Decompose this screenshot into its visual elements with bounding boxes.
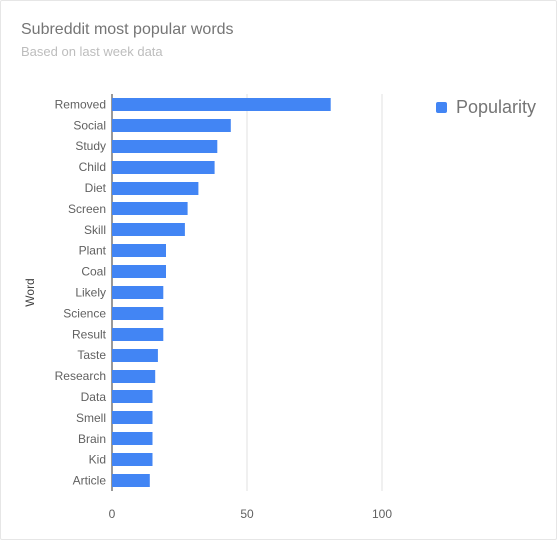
category-label-child: Child (79, 160, 106, 174)
category-label-coal: Coal (81, 265, 106, 279)
bar-skill (112, 223, 185, 236)
legend-label: Popularity (456, 97, 537, 117)
bar-data (112, 390, 153, 403)
category-label-research: Research (55, 369, 106, 383)
x-tick-label-100: 100 (372, 507, 392, 521)
y-axis-title: Word (23, 278, 37, 306)
category-label-kid: Kid (89, 453, 106, 467)
legend[interactable]: Popularity (436, 97, 536, 118)
bar-article (112, 474, 150, 487)
bar-taste (112, 349, 158, 362)
category-label-plant: Plant (79, 244, 107, 258)
bar-result (112, 328, 164, 341)
bar-diet (112, 182, 199, 195)
bar-kid (112, 453, 153, 466)
x-tick-label-0: 0 (109, 507, 116, 521)
category-label-data: Data (81, 390, 107, 404)
chart-title: Subreddit most popular words (21, 21, 234, 38)
bar-research (112, 370, 156, 383)
category-label-result: Result (72, 327, 107, 341)
category-label-science: Science (63, 306, 106, 320)
category-label-article: Article (73, 474, 107, 488)
category-label-removed: Removed (55, 97, 106, 111)
bar-likely (112, 286, 164, 299)
category-label-screen: Screen (68, 202, 106, 216)
category-label-smell: Smell (76, 411, 106, 425)
bar-social (112, 119, 231, 132)
bar-science (112, 307, 164, 320)
bar-screen (112, 202, 188, 215)
bar-child (112, 161, 215, 174)
bar-brain (112, 432, 153, 445)
category-label-diet: Diet (85, 181, 107, 195)
bar-study (112, 140, 218, 153)
x-tick-label-50: 50 (240, 507, 254, 521)
category-label-skill: Skill (84, 223, 106, 237)
bar-plant (112, 244, 166, 257)
bar-smell (112, 411, 153, 424)
category-label-likely: Likely (75, 286, 106, 300)
bar-removed (112, 98, 331, 111)
category-label-social: Social (73, 118, 106, 132)
legend-swatch (436, 102, 447, 113)
category-label-brain: Brain (78, 432, 106, 446)
category-label-study: Study (75, 139, 106, 153)
bar-coal (112, 265, 166, 278)
category-label-taste: Taste (77, 348, 106, 362)
chart-subtitle: Based on last week data (21, 44, 163, 59)
